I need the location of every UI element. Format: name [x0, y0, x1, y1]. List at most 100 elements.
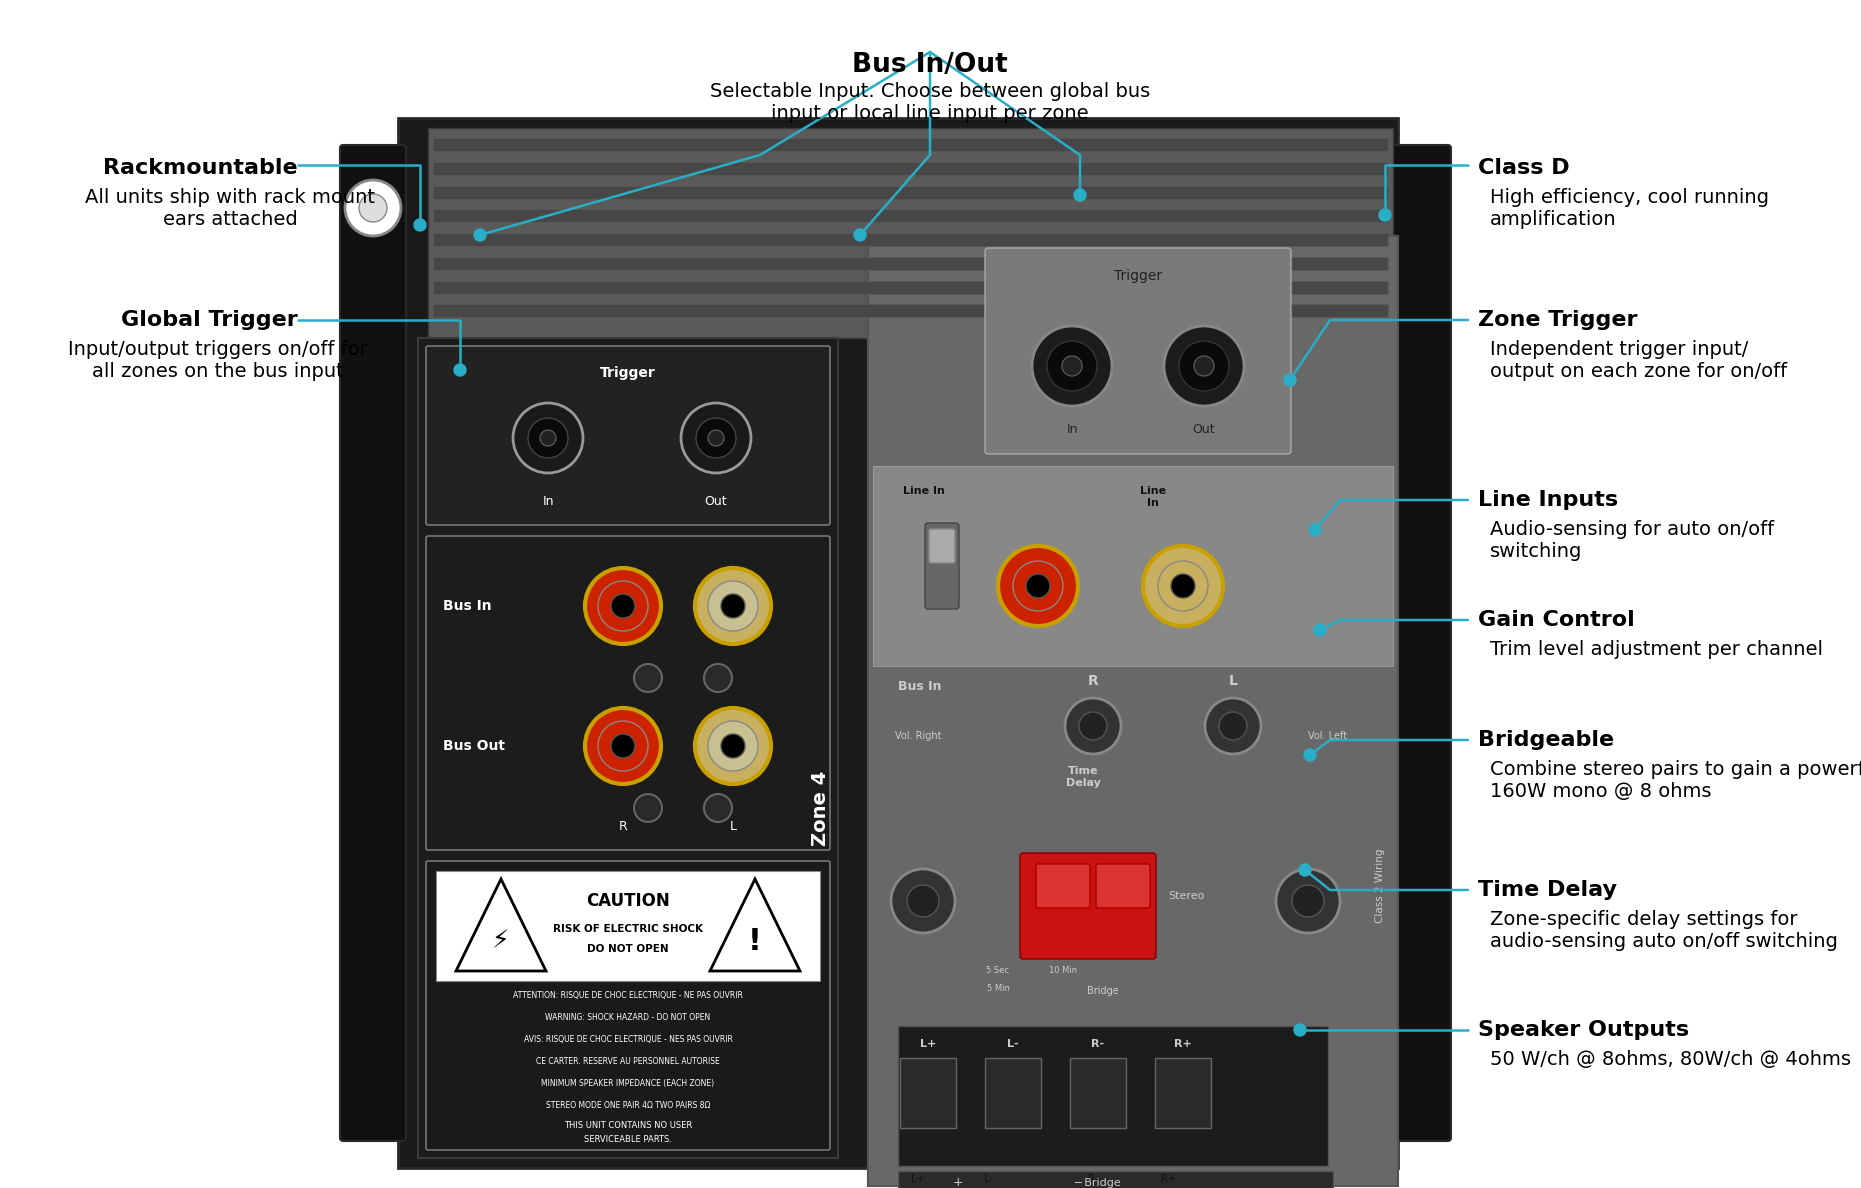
Text: ⚡: ⚡: [493, 929, 510, 953]
Circle shape: [1206, 699, 1262, 754]
Text: STEREO MODE ONE PAIR 4Ω TWO PAIRS 8Ω: STEREO MODE ONE PAIR 4Ω TWO PAIRS 8Ω: [545, 1101, 711, 1110]
Circle shape: [540, 430, 556, 446]
Circle shape: [1379, 209, 1390, 221]
Circle shape: [1180, 341, 1228, 391]
Text: Rackmountable: Rackmountable: [104, 158, 298, 178]
Text: Bridgeable: Bridgeable: [1478, 729, 1613, 750]
FancyBboxPatch shape: [984, 248, 1292, 454]
FancyBboxPatch shape: [426, 536, 830, 849]
Text: Zone Trigger: Zone Trigger: [1478, 310, 1638, 330]
Text: Bridge: Bridge: [1087, 986, 1118, 996]
Text: In: In: [542, 495, 555, 508]
Text: CAUTION: CAUTION: [586, 892, 670, 910]
Polygon shape: [456, 879, 545, 971]
Bar: [984, 1059, 1040, 1127]
Circle shape: [584, 708, 661, 784]
Circle shape: [635, 794, 663, 822]
FancyBboxPatch shape: [426, 861, 830, 1150]
Text: Bus In: Bus In: [899, 680, 942, 693]
FancyBboxPatch shape: [925, 523, 958, 609]
Circle shape: [707, 581, 757, 631]
Text: 50 W/ch @ 8ohms, 80W/ch @ 4ohms: 50 W/ch @ 8ohms, 80W/ch @ 4ohms: [1491, 1050, 1852, 1069]
Circle shape: [696, 418, 735, 459]
Bar: [434, 185, 1388, 198]
Bar: [899, 1026, 1329, 1165]
Bar: [434, 257, 1388, 270]
Circle shape: [1293, 1024, 1306, 1036]
Circle shape: [344, 181, 400, 236]
Circle shape: [1048, 341, 1096, 391]
Text: THIS UNIT CONTAINS NO USER: THIS UNIT CONTAINS NO USER: [564, 1121, 692, 1130]
Circle shape: [1305, 748, 1316, 762]
Text: R: R: [618, 820, 627, 833]
Text: Zone-specific delay settings for
audio-sensing auto on/off switching: Zone-specific delay settings for audio-s…: [1491, 910, 1839, 952]
Circle shape: [610, 734, 635, 758]
Text: Class 2 Wiring: Class 2 Wiring: [1375, 848, 1385, 923]
Bar: [1070, 1059, 1126, 1127]
Circle shape: [454, 364, 465, 375]
Circle shape: [1074, 189, 1087, 201]
Circle shape: [891, 868, 955, 933]
Text: In: In: [1066, 423, 1078, 436]
Circle shape: [1171, 574, 1195, 598]
Text: Gain Control: Gain Control: [1478, 609, 1634, 630]
Circle shape: [1143, 546, 1223, 626]
Text: DO NOT OPEN: DO NOT OPEN: [588, 944, 668, 954]
Text: Zone 4: Zone 4: [811, 770, 830, 846]
Circle shape: [1195, 356, 1213, 375]
Polygon shape: [711, 879, 800, 971]
Circle shape: [1284, 374, 1295, 386]
Text: !: !: [748, 927, 761, 955]
Text: R-: R-: [1089, 1174, 1098, 1184]
Text: Out: Out: [1193, 423, 1215, 436]
Circle shape: [1158, 561, 1208, 611]
Text: WARNING: SHOCK HAZARD - DO NOT OPEN: WARNING: SHOCK HAZARD - DO NOT OPEN: [545, 1013, 711, 1022]
Text: Input/output triggers on/off for
all zones on the bus input: Input/output triggers on/off for all zon…: [69, 340, 368, 381]
Text: Bus In: Bus In: [443, 599, 491, 613]
Text: Audio-sensing for auto on/off
switching: Audio-sensing for auto on/off switching: [1491, 520, 1774, 561]
Text: Vol. Left: Vol. Left: [1308, 731, 1347, 741]
Circle shape: [359, 194, 387, 222]
Text: Trim level adjustment per channel: Trim level adjustment per channel: [1491, 640, 1824, 659]
Bar: [434, 280, 1388, 293]
Text: Selectable Input. Choose between global bus
input or local line input per zone: Selectable Input. Choose between global …: [709, 82, 1150, 124]
Text: RISK OF ELECTRIC SHOCK: RISK OF ELECTRIC SHOCK: [553, 924, 703, 934]
Bar: [901, 1059, 957, 1127]
Circle shape: [413, 219, 426, 230]
Text: Bus Out: Bus Out: [443, 739, 504, 753]
Text: AVIS: RISQUE DE CHOC ELECTRIQUE - NES PAS OUVRIR: AVIS: RISQUE DE CHOC ELECTRIQUE - NES PA…: [523, 1035, 733, 1044]
Circle shape: [1219, 712, 1247, 740]
Text: Out: Out: [705, 495, 728, 508]
Bar: [434, 162, 1388, 175]
Circle shape: [597, 721, 648, 771]
Circle shape: [514, 403, 582, 473]
Text: R+: R+: [1161, 1174, 1176, 1184]
Circle shape: [694, 568, 770, 644]
Text: ─ Bridge: ─ Bridge: [1074, 1178, 1122, 1188]
Circle shape: [694, 708, 770, 784]
Bar: [867, 236, 1398, 1186]
Text: Trigger: Trigger: [1115, 268, 1161, 283]
Text: CE CARTER. RESERVE AU PERSONNEL AUTORISE: CE CARTER. RESERVE AU PERSONNEL AUTORISE: [536, 1057, 720, 1066]
Text: Independent trigger input/
output on each zone for on/off: Independent trigger input/ output on eac…: [1491, 340, 1787, 381]
Circle shape: [1012, 561, 1063, 611]
Circle shape: [720, 734, 744, 758]
FancyBboxPatch shape: [426, 346, 830, 525]
Text: Time
Delay: Time Delay: [1066, 766, 1100, 788]
Text: Stereo: Stereo: [1169, 891, 1204, 901]
Text: L-: L-: [1007, 1040, 1018, 1049]
Circle shape: [1277, 868, 1340, 933]
Text: Line Inputs: Line Inputs: [1478, 489, 1617, 510]
Text: Bus In/Out: Bus In/Out: [852, 52, 1009, 78]
Bar: [434, 304, 1388, 317]
Circle shape: [1314, 624, 1327, 636]
Text: L: L: [1228, 674, 1238, 688]
Text: 5 Sec: 5 Sec: [986, 966, 1009, 975]
Circle shape: [703, 794, 731, 822]
Circle shape: [997, 546, 1078, 626]
Text: L+: L+: [912, 1174, 925, 1184]
Text: 5 Min: 5 Min: [986, 984, 1009, 993]
Text: Combine stereo pairs to gain a powerful
160W mono @ 8 ohms: Combine stereo pairs to gain a powerful …: [1491, 760, 1861, 801]
Bar: [873, 466, 1394, 666]
Text: All units ship with rack mount
ears attached: All units ship with rack mount ears atta…: [86, 188, 376, 229]
